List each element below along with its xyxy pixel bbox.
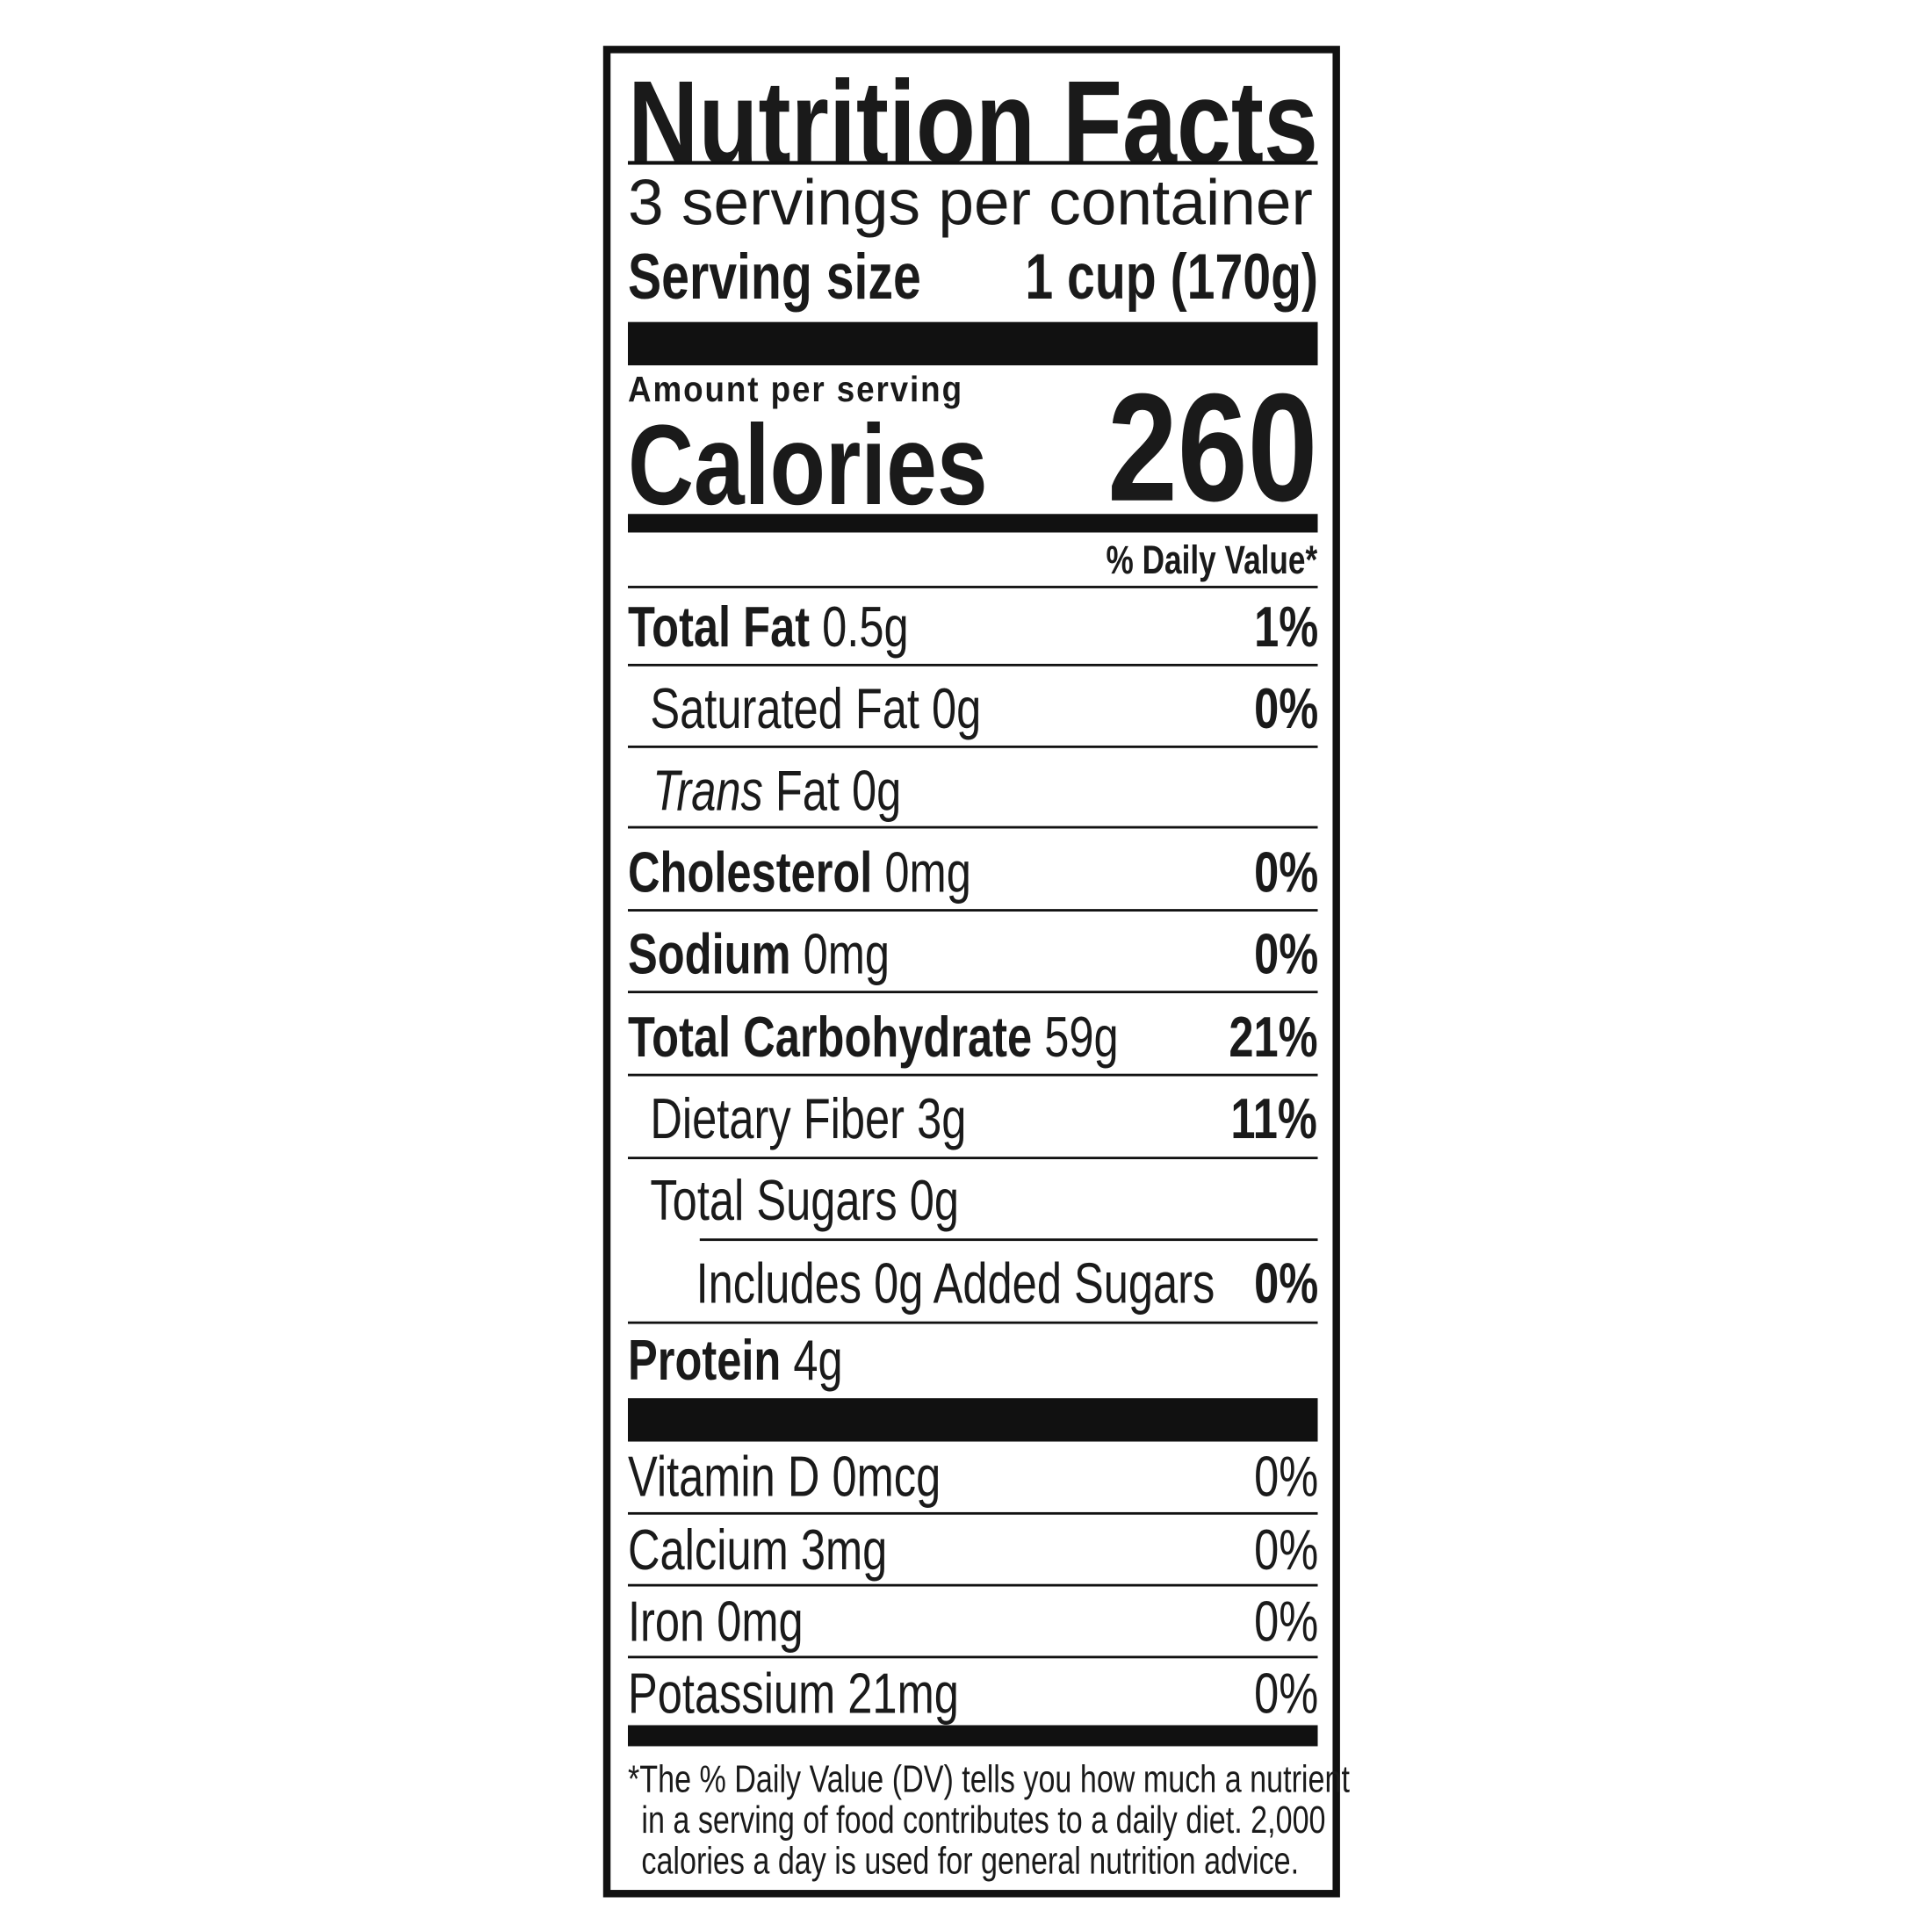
divider bbox=[628, 1073, 1318, 1077]
iron: Iron 0mg bbox=[628, 1589, 804, 1654]
dv-total-fat: 1% bbox=[1253, 594, 1318, 660]
divider bbox=[628, 909, 1318, 912]
dv-dietary-fiber: 11% bbox=[1231, 1085, 1318, 1151]
servings-per-container: 3 servings per container bbox=[628, 167, 1313, 240]
dv-cholesterol: 0% bbox=[1253, 840, 1318, 905]
amount-per-serving: Amount per serving bbox=[628, 370, 963, 410]
divider bbox=[628, 1157, 1318, 1160]
dv-calcium: 0% bbox=[1253, 1517, 1318, 1582]
calcium: Calcium 3mg bbox=[628, 1517, 888, 1582]
divider bbox=[628, 825, 1318, 829]
dv-saturated-fat: 0% bbox=[1253, 676, 1318, 741]
dv-potassium: 0% bbox=[1253, 1661, 1318, 1726]
nutrient-trans-fat: Trans Fat 0g bbox=[652, 758, 902, 823]
thick-divider bbox=[628, 1398, 1318, 1442]
divider bbox=[628, 1511, 1318, 1515]
title: Nutrition Facts bbox=[628, 56, 1318, 190]
dv-total-carbohydrate: 21% bbox=[1229, 1004, 1318, 1070]
divider bbox=[628, 161, 1318, 165]
nutrient-total-sugars: Total Sugars 0g bbox=[650, 1167, 960, 1233]
nutrient-total-fat: Total Fat 0.5g bbox=[628, 594, 909, 660]
serving-size-label: Serving size bbox=[628, 242, 921, 314]
dv-vitamin-d: 0% bbox=[1253, 1444, 1318, 1509]
divider bbox=[699, 1238, 1318, 1242]
daily-value-header: % Daily Value* bbox=[1106, 537, 1318, 582]
potassium: Potassium 21mg bbox=[628, 1661, 959, 1726]
footnote-line: calories a day is used for general nutri… bbox=[641, 1839, 1300, 1883]
dv-sodium: 0% bbox=[1253, 921, 1318, 986]
footnote-line: *The % Daily Value (DV) tells you how mu… bbox=[628, 1757, 1350, 1801]
divider bbox=[628, 1655, 1318, 1659]
vitamin-d: Vitamin D 0mcg bbox=[628, 1444, 941, 1509]
nutrient-total-carbohydrate: Total Carbohydrate 59g bbox=[628, 1004, 1119, 1070]
divider bbox=[628, 745, 1318, 748]
calories-value: 260 bbox=[1107, 363, 1318, 534]
nutrient-cholesterol: Cholesterol 0mg bbox=[628, 840, 971, 905]
dv-iron: 0% bbox=[1253, 1589, 1318, 1654]
nutrient-dietary-fiber: Dietary Fiber 3g bbox=[650, 1085, 967, 1151]
footnote: *The % Daily Value (DV) tells you how mu… bbox=[628, 1757, 1350, 1883]
nutrient-saturated-fat: Saturated Fat 0g bbox=[650, 676, 982, 741]
dv-added-sugars: 0% bbox=[1253, 1251, 1318, 1316]
nutrient-protein: Protein 4g bbox=[628, 1327, 843, 1393]
divider bbox=[628, 663, 1318, 667]
nutrient-added-sugars: Includes 0g Added Sugars bbox=[696, 1251, 1215, 1316]
nutrient-sodium: Sodium 0mg bbox=[628, 921, 890, 986]
divider bbox=[628, 1321, 1318, 1324]
nutrition-facts-panel bbox=[602, 46, 1340, 1898]
calories-label: Calories bbox=[628, 402, 988, 530]
serving-size-value: 1 cup (170g) bbox=[1024, 242, 1318, 314]
footnote-line: in a serving of food contributes to a da… bbox=[641, 1798, 1326, 1842]
thick-divider bbox=[628, 321, 1318, 366]
medium-divider bbox=[628, 514, 1318, 533]
divider bbox=[628, 586, 1318, 588]
medium-divider bbox=[628, 1725, 1318, 1747]
divider bbox=[628, 991, 1318, 994]
divider bbox=[628, 1583, 1318, 1587]
